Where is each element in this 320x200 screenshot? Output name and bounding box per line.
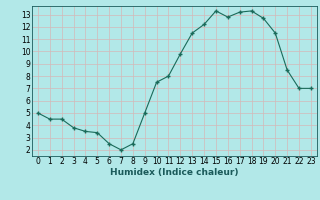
X-axis label: Humidex (Indice chaleur): Humidex (Indice chaleur) [110,168,239,177]
